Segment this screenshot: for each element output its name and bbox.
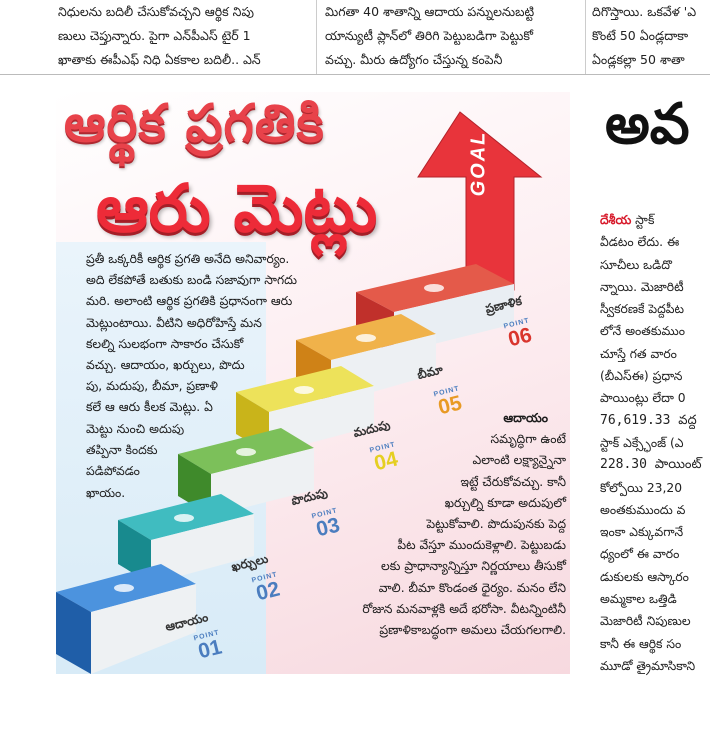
- step-02-block: [118, 494, 254, 584]
- prev-column-1: నిధులను బదిలీ చేసుకోవచ్చని ఆర్థిక నిపు ణ…: [58, 0, 308, 72]
- text-line: 76,619.33 వద్ద: [600, 412, 697, 428]
- financial-steps-infographic: GOAL ఆర్థిక ప్రగతికి ఆరు మెట్లు ప్రతీ ఒక…: [56, 92, 570, 674]
- column-divider: [585, 0, 586, 74]
- previous-article-strip: నిధులను బదిలీ చేసుకోవచ్చని ఆర్థిక నిపు ణ…: [0, 0, 710, 75]
- text-line: కోల్పోయి 23,20: [600, 480, 683, 495]
- text-line: ఖాతాకు ఈపీఎఫ్ నిధి ఏకకాల బదిలీ.. ఎన్: [58, 52, 261, 67]
- text-line: పాయింట్లు లేదా 0: [600, 391, 686, 406]
- text-line: మరి. అలాంటి ఆర్థిక ప్రగతికి ప్రధానంగా ఆర…: [86, 294, 293, 309]
- article-title-line-2: ఆరు మెట్లు: [96, 170, 378, 247]
- text-line: మెట్టు నుంచి అదుపు: [86, 422, 185, 436]
- text-line: పీట వేస్తూ ముందుకెళ్లాలి. పెట్టుబడు: [397, 538, 566, 553]
- text-line: పెట్టుకోవాలి. పొదుపునకు పెద్ద: [426, 517, 566, 532]
- text-line: యాన్యుటీ ప్లాన్‌లో తిరిగి పెట్టుబడిగా పె…: [325, 28, 533, 43]
- text-line: ప్రతీ ఒక్కరికీ ఆర్థిక ప్రగతి అనేది అనివా…: [86, 252, 290, 266]
- text-fragment: స్టాక్: [631, 213, 655, 227]
- text-line: ణులు చెప్తున్నారు. పైగా ఎన్‌పీఎస్ టైర్ 1: [58, 28, 251, 43]
- text-line: దేశీయ స్టాక్: [600, 209, 702, 231]
- text-line: ఏండ్లకల్లా 50 శాతా: [592, 52, 685, 67]
- adjacent-body: దేశీయ స్టాక్ వీడటం లేదు. ఈ సూచీలు ఒడిదొ …: [600, 209, 702, 677]
- text-line: స్టాక్ ఎక్స్ఛేంజ్ (ఎ: [600, 435, 684, 450]
- article-title-line-1: ఆర్థిక ప్రగతికి: [64, 94, 325, 154]
- text-line: ప్రణాళికాబద్ధంగా అమలు చేయగలగాలి.: [379, 623, 566, 638]
- text-line: ఇంకా ఎక్కువగానే: [600, 525, 684, 540]
- text-line: కొంటే 50 ఏండ్లదాకా: [592, 28, 689, 43]
- text-line: మూడో త్రైమాసికాని: [600, 658, 696, 673]
- lead-word: దేశీయ: [600, 213, 632, 227]
- text-line: ఖాయం.: [86, 485, 126, 500]
- text-line: మిగతా 40 శాతాన్ని ఆదాయ పన్నులనుబట్టి: [325, 4, 535, 19]
- text-line: న్నాయి. మెజారిటీ: [600, 279, 684, 294]
- text-line: 228.30 పాయింట్: [600, 457, 702, 473]
- staircase-graphic: [56, 111, 543, 674]
- text-line: స్వీకరణకే పెద్దపీట: [600, 302, 684, 317]
- text-line: నిధులను బదిలీ చేసుకోవచ్చని ఆర్థిక నిపు: [58, 4, 254, 19]
- text-line: లకు ప్రాధాన్యాన్నిస్తూ నిర్ణయాలు తీసుకో: [381, 559, 566, 574]
- goal-label: GOAL: [467, 130, 490, 197]
- text-line: ధ్యంలో ఈ వారం: [600, 547, 680, 562]
- text-line: అమ్మకాల ఒత్తిడి: [600, 592, 677, 607]
- text-line: సమృద్ధిగా ఉంటే: [490, 432, 566, 447]
- text-line: మెజారిటీ నిపుణుల: [600, 614, 691, 629]
- text-line: ఎలాంటి లక్ష్యాన్నైనా: [472, 453, 566, 468]
- adjacent-headline: అవ: [605, 92, 690, 157]
- text-line: దిగొస్తాయి. ఒకవేళ 'ఎ: [592, 4, 697, 19]
- text-line: మెట్లుంటాయి. వీటిని అధిరోహిస్తే మన: [86, 315, 262, 330]
- text-line: వచ్చు. మీరు ఉద్యోగం చేస్తున్న కంపెనీ: [325, 52, 503, 67]
- text-line: పడిపోవడం: [86, 464, 140, 479]
- text-line: ఇట్టే చేరుకోవచ్చు. కానీ: [460, 474, 566, 489]
- text-line: సూచీలు ఒడిదొ: [600, 257, 672, 272]
- prev-column-2: మిగతా 40 శాతాన్ని ఆదాయ పన్నులనుబట్టి యాన…: [325, 0, 580, 72]
- text-line: వీడటం లేదు. ఈ: [600, 235, 680, 250]
- adjacent-article: అవ దేశీయ స్టాక్ వీడటం లేదు. ఈ సూచీలు ఒడి…: [590, 92, 710, 733]
- text-line: వాలి. బీమా కొండంత ధైర్యం. మనం లేని: [378, 580, 566, 595]
- text-line: రోజున మనవాళ్లకి అదే భరోసా. వీటన్నింటినీ: [362, 601, 566, 616]
- body-lead-word: ఆదాయం: [503, 411, 548, 425]
- text-line: (బీఎస్‌ఈ) ప్రధాన: [600, 369, 683, 384]
- text-line: అది లేకపోతే బతుకు బండి సజావుగా సాగదు: [86, 273, 298, 288]
- text-line: డుకులకు ఆస్కారం: [600, 569, 689, 584]
- text-line: పు, మదుపు, బీమా, ప్రణాళి: [86, 379, 218, 394]
- text-line: కలే ఆ ఆరు కీలక మెట్లు. ఏ: [86, 400, 213, 415]
- text-line: లోనే అంతకుముం: [600, 324, 686, 339]
- body-paragraph: ఆదాయం సమృద్ధిగా ఉంటే ఎలాంటి లక్ష్యాన్నైన…: [256, 408, 566, 641]
- text-line: కానీ ఈ ఆర్థిక సం: [600, 636, 682, 651]
- intro-paragraph-tail: మెట్టు నుంచి అదుపు తప్పినా కిందకు పడిపోవ…: [86, 419, 196, 504]
- column-divider: [316, 0, 317, 74]
- text-line: కలల్ని సులభంగా సాకారం చేసుకో: [86, 336, 244, 351]
- step-01-block: [56, 564, 196, 674]
- text-line: వచ్చు. ఆదాయం, ఖర్చులు, పొదు: [86, 358, 245, 373]
- prev-column-3: దిగొస్తాయి. ఒకవేళ 'ఎ కొంటే 50 ఏండ్లదాకా …: [592, 0, 710, 72]
- text-line: తప్పినా కిందకు: [86, 443, 158, 458]
- text-line: అంతకుముందు వ: [600, 502, 686, 517]
- intro-paragraph: ప్రతీ ఒక్కరికీ ఆర్థిక ప్రగతి అనేది అనివా…: [86, 249, 342, 419]
- text-line: ఖర్చుల్ని కూడా అదుపులో: [444, 495, 566, 510]
- text-line: చూస్తే గత వారం: [600, 346, 677, 361]
